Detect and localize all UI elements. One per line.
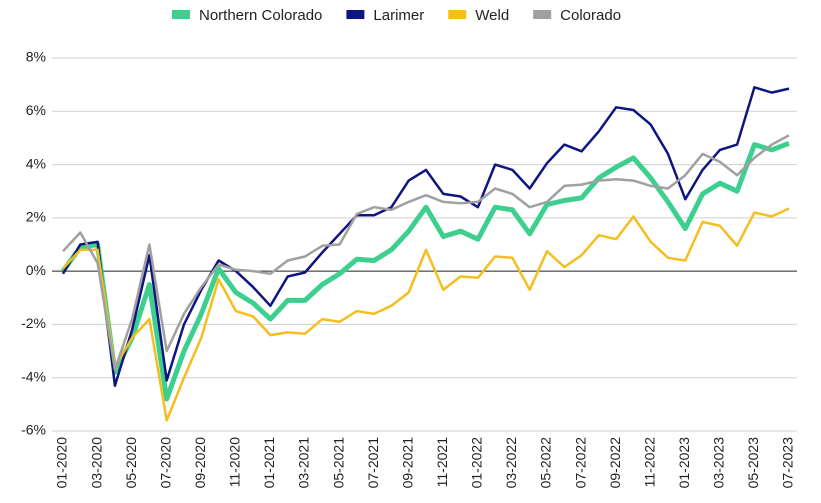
x-tick-label: 05-2023 (745, 437, 761, 489)
x-tick-label: 11-2022 (641, 437, 657, 488)
series-line (62, 207, 790, 422)
y-tick-label: -4% (21, 368, 46, 384)
series-line (60, 140, 790, 402)
y-tick-label: 0% (26, 262, 46, 278)
legend-label: Larimer (373, 7, 424, 24)
x-tick-label: 09-2021 (399, 437, 415, 489)
legend: Northern Colorado Larimer Weld Colorado (172, 7, 621, 24)
legend-label: Weld (475, 7, 509, 24)
x-tick-label: 05-2022 (538, 437, 554, 489)
x-tick-label: 03-2021 (296, 437, 312, 489)
legend-swatch (533, 10, 552, 19)
x-tick-label: 07-2020 (157, 437, 173, 489)
x-tick-label: 03-2023 (711, 437, 727, 489)
x-tick-label: 03-2020 (88, 437, 104, 489)
legend-label: Northern Colorado (199, 7, 322, 24)
x-tick-label: 05-2020 (123, 437, 139, 489)
y-tick-label: -2% (21, 315, 46, 331)
x-tick-label: 09-2022 (607, 437, 623, 489)
x-tick-label: 07-2023 (780, 437, 796, 489)
y-tick-label: 4% (26, 155, 46, 171)
x-tick-label: 03-2022 (503, 437, 519, 489)
x-tick-label: 01-2022 (469, 437, 485, 489)
y-tick-label: 8% (26, 49, 46, 65)
x-tick-label: 11-2020 (227, 437, 243, 488)
y-tick-label: 6% (26, 102, 46, 118)
legend-swatch (172, 10, 190, 19)
x-tick-label: 07-2021 (365, 437, 381, 489)
legend-label: Colorado (560, 7, 621, 24)
y-tick-label: -6% (21, 422, 46, 438)
x-tick-label: 05-2021 (330, 437, 346, 489)
x-tick-label: 01-2021 (261, 437, 277, 489)
x-tick-label: 09-2020 (192, 437, 208, 489)
y-tick-label: 2% (26, 209, 46, 225)
legend-swatch (448, 10, 467, 19)
series-line (61, 86, 790, 387)
legend-swatch (346, 10, 365, 19)
x-tick-label: 11-2021 (434, 437, 450, 488)
series-line (62, 134, 790, 371)
x-tick-label: 07-2022 (572, 437, 588, 489)
x-tick-label: 01-2020 (54, 437, 70, 489)
x-tick-label: 01-2023 (676, 437, 692, 489)
